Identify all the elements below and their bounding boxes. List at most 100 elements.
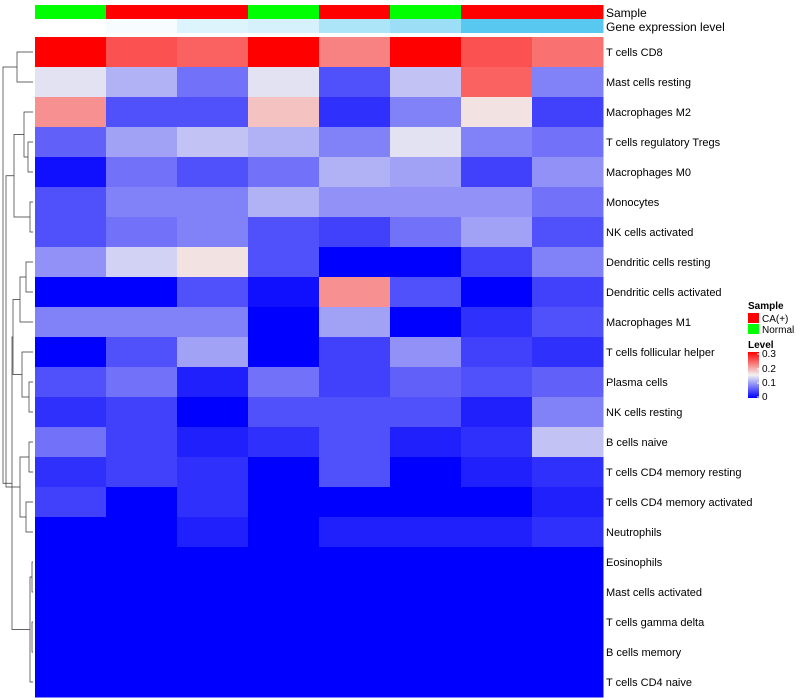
heatmap-cell [319,217,391,248]
heatmap-cell [461,67,533,98]
heatmap-cell [461,547,533,578]
expression-annotation-cell [248,19,320,33]
heatmap-cell [177,397,249,428]
heatmap-cell [35,637,107,668]
legend: Sample CA(+) Normal Level 0.3 0.2 0.1 0 [748,301,794,403]
heatmap-cell [461,247,533,278]
heatmap-cell [248,247,320,278]
row-labels: T cells CD8 Mast cells resting Macrophages… [606,47,753,689]
heatmap-cell [390,157,462,188]
dendrogram-branch [19,276,33,323]
heatmap-cell [390,217,462,248]
dendrogram-branch [25,261,33,293]
dendrogram-branch [31,621,33,653]
row-label: T cells CD4 memory resting [606,467,742,479]
heatmap-cell [248,397,320,428]
heatmap-cell [177,67,249,98]
heatmap-cell [319,607,391,638]
level-tick-0-2: 0.2 [762,364,776,375]
heatmap-cell [532,487,604,518]
heatmap-cell [177,367,249,398]
heatmap-cell [532,427,604,458]
heatmap-cell [532,187,604,218]
row-label: Macrophages M0 [606,167,691,179]
heatmap-cell [35,457,107,488]
heatmap-cell [35,217,107,248]
heatmap-cell [319,97,391,128]
heatmap-cell [532,277,604,308]
row-label: Dendritic cells activated [606,287,722,299]
heatmap-cell [319,247,391,278]
heatmap-cell [390,607,462,638]
heatmap-cell [390,457,462,488]
heatmap-cell [177,37,249,68]
heatmap-cell [319,547,391,578]
dendrogram-branch [29,576,33,683]
heatmap-cell [319,37,391,68]
heatmap-cell [106,637,178,668]
dendrogram-branch [21,351,33,398]
heatmap-cell [35,577,107,608]
heatmap-cell [532,157,604,188]
heatmap-cell [390,277,462,308]
level-colorbar [748,352,759,398]
row-label: B cells memory [606,647,682,659]
heatmap-cell [177,637,249,668]
heatmap-cell [248,517,320,548]
heatmap-cells [35,37,604,698]
sample-annotation-cell [390,5,462,19]
row-label: Mast cells activated [606,587,702,599]
heatmap-cell [461,517,533,548]
heatmap-cell [248,427,320,458]
heatmap-cell [319,157,391,188]
row-label: T cells gamma delta [606,617,705,629]
heatmap-cell [248,307,320,338]
expression-annotation-cell [319,19,391,33]
heatmap-cell [532,367,604,398]
heatmap-cell [319,457,391,488]
heatmap-cell [106,67,178,98]
heatmap-cell [177,97,249,128]
heatmap-cell [248,637,320,668]
expression-annotation-cell [390,19,462,33]
heatmap-cell [461,577,533,608]
dendrogram-branch [28,381,33,413]
heatmap-cell [390,667,462,698]
heatmap-cell [390,37,462,68]
heatmap-cell [461,127,533,158]
heatmap-cell [461,367,533,398]
heatmap-cell [319,367,391,398]
dendrogram-branch [11,336,30,630]
heatmap-cell [461,157,533,188]
heatmap-cell [106,427,178,458]
heatmap-cell [248,97,320,128]
row-label: T cells follicular helper [606,347,715,359]
heatmap-cell [532,397,604,428]
heatmap-cell [319,337,391,368]
sample-annotation-cell [532,5,604,19]
sample-annotation-label: Sample [606,6,647,20]
heatmap-cell [177,277,249,308]
heatmap-cell [106,247,178,278]
dendrogram-branch [25,501,33,533]
dendrogram-branch [27,141,33,173]
heatmap-cell [532,67,604,98]
heatmap-cell [177,187,249,218]
heatmap-cell [248,187,320,218]
heatmap-cell [35,547,107,578]
heatmap-cell [461,337,533,368]
heatmap-cell [390,337,462,368]
heatmap-cell [319,277,391,308]
row-label: Monocytes [606,197,660,209]
row-label: Plasma cells [606,377,668,389]
heatmap-cell [35,187,107,218]
heatmap-cell [35,247,107,278]
heatmap-cell [461,607,533,638]
heatmap-cell [177,337,249,368]
level-tick-0-3: 0.3 [762,349,776,360]
expression-annotation-label: Gene expression level [606,20,725,34]
heatmap-cell [248,337,320,368]
heatmap-cell [177,307,249,338]
heatmap-cell [35,367,107,398]
row-label: Macrophages M1 [606,317,691,329]
